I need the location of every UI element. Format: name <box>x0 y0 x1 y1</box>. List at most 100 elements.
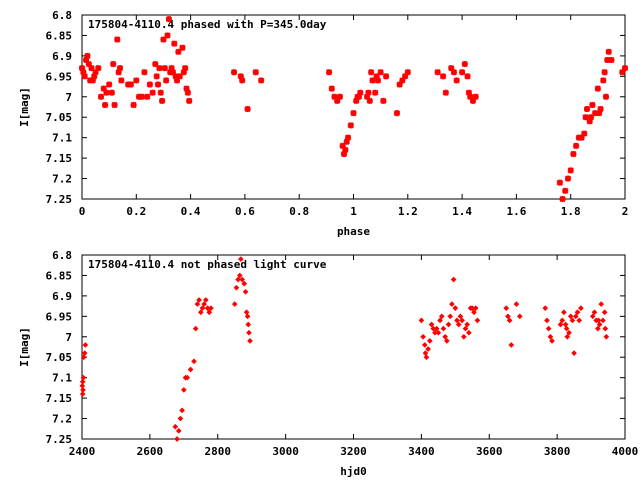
data-point <box>235 276 241 283</box>
data-point <box>357 89 364 96</box>
y-axis-label: I[mag] <box>18 327 31 367</box>
data-point <box>184 89 191 96</box>
data-point <box>172 423 179 430</box>
data-point <box>175 427 182 434</box>
plot-frame <box>81 14 626 200</box>
data-point <box>449 301 455 307</box>
x-tick-label: 0.8 <box>289 205 309 218</box>
data-point <box>164 32 171 39</box>
data-point <box>239 77 246 84</box>
y-axis-label: I[mag] <box>18 87 31 127</box>
data-point <box>328 85 335 92</box>
x-tick-label: 2800 <box>205 445 232 458</box>
x-tick-label: 1.2 <box>398 205 418 218</box>
data-point <box>457 313 464 320</box>
data-point <box>239 276 246 283</box>
data-point <box>578 305 584 311</box>
data-point <box>608 56 615 64</box>
data-point <box>583 105 591 113</box>
data-point <box>603 333 610 340</box>
data-point <box>582 114 589 121</box>
data-point <box>461 60 468 68</box>
data-point <box>182 65 189 72</box>
data-point <box>420 333 426 340</box>
y-tick-label: 7.15 <box>46 152 73 165</box>
data-point <box>180 387 187 393</box>
data-point <box>471 309 477 316</box>
data-point <box>245 321 252 328</box>
data-point <box>80 387 86 393</box>
data-point <box>82 342 89 348</box>
y-tick-label: 7.15 <box>46 392 73 405</box>
data-point <box>97 93 105 100</box>
y-tick-label: 6.85 <box>46 269 73 282</box>
x-axis-label: phase <box>337 225 370 238</box>
data-point <box>433 325 440 332</box>
data-point <box>246 329 252 336</box>
data-point <box>108 89 115 96</box>
data-point <box>453 77 460 84</box>
data-point <box>184 374 191 381</box>
data-point <box>418 317 425 324</box>
data-point <box>344 134 352 141</box>
data-point <box>336 93 344 100</box>
data-point <box>144 93 151 100</box>
data-point <box>81 73 88 80</box>
data-point <box>444 338 450 344</box>
data-point <box>230 69 238 76</box>
data-point <box>587 114 595 121</box>
data-point <box>347 122 354 129</box>
data-point <box>564 175 572 182</box>
y-tick-label: 7.2 <box>52 413 72 426</box>
data-point <box>428 321 435 328</box>
y-tick-label: 7.25 <box>46 193 73 206</box>
data-point <box>556 179 563 186</box>
data-point <box>450 69 458 76</box>
data-point <box>238 256 244 262</box>
data-point <box>421 342 428 348</box>
data-point <box>101 101 109 109</box>
data-point <box>544 317 550 324</box>
data-point <box>156 65 163 72</box>
data-point <box>233 284 240 291</box>
data-point <box>464 321 471 328</box>
data-point <box>597 105 604 113</box>
data-point <box>197 309 204 316</box>
data-point <box>506 317 513 324</box>
y-tick-label: 7.05 <box>46 351 73 364</box>
y-tick-label: 6.8 <box>52 9 72 22</box>
x-tick-label: 1.8 <box>561 205 581 218</box>
data-point <box>562 321 569 328</box>
data-point <box>258 77 265 84</box>
chart-title: 175804-4110.4 not phased light curve <box>88 258 327 271</box>
data-point <box>564 333 571 340</box>
y-tick-label: 6.9 <box>52 50 72 63</box>
data-point <box>460 333 467 340</box>
y-tick-label: 7.05 <box>46 111 73 124</box>
x-tick-label: 1.6 <box>506 205 526 218</box>
data-point <box>244 105 251 113</box>
y-tick-label: 7 <box>65 91 72 104</box>
data-point <box>194 301 201 307</box>
data-point <box>570 150 577 158</box>
data-point <box>171 40 178 47</box>
x-tick-label: 0.6 <box>235 205 255 218</box>
unphased-light-curve-panel: 2400 2600 2800 3000 3200 3400 3600 3800 4000 6.8 6… <box>18 249 638 478</box>
y-tick-label: 7.1 <box>52 132 72 145</box>
data-point <box>598 301 605 307</box>
data-point <box>601 309 608 316</box>
data-point <box>369 77 376 84</box>
data-point <box>342 146 349 154</box>
x-tick-label: 1.4 <box>452 205 472 218</box>
x-tick-label: 0 <box>79 205 86 218</box>
data-point <box>466 329 472 336</box>
data-point <box>81 350 88 356</box>
data-point <box>366 97 373 104</box>
data-point <box>602 93 610 100</box>
data-point <box>84 52 91 59</box>
x-tick-label: 0.4 <box>181 205 201 218</box>
data-point <box>472 93 479 100</box>
data-point <box>459 317 465 324</box>
data-point <box>505 313 511 320</box>
x-tick-label: 3000 <box>272 445 299 458</box>
